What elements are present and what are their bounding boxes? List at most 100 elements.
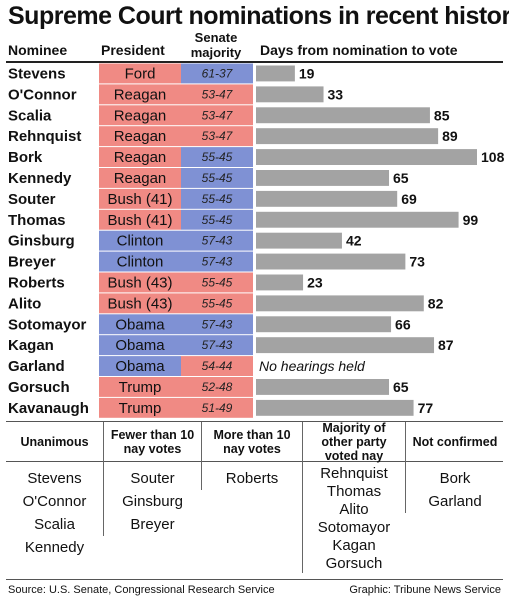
senate-majority-cell (181, 335, 253, 356)
days-value-label: 65 (393, 170, 409, 186)
president-party-cell (99, 397, 181, 418)
president-label: Trump (119, 379, 162, 396)
president-party-cell (99, 335, 181, 356)
category-more-than-10-nay: More than 10 nay votes Roberts (201, 422, 302, 490)
president-label: Reagan (114, 107, 167, 124)
days-value-label: 82 (428, 295, 444, 311)
category-name: O'Connor (22, 493, 87, 510)
nominee-label: Thomas (8, 212, 66, 229)
senate-majority-cell (181, 314, 253, 335)
president-party-cell (99, 168, 181, 188)
categories-header-divider (6, 461, 503, 462)
credit-note: Graphic: Tribune News Service (349, 584, 501, 596)
president-label: Bush (41) (107, 212, 172, 229)
nominee-label: Stevens (8, 65, 66, 82)
senate-majority-label: 55-45 (202, 296, 233, 310)
days-bar (256, 379, 390, 395)
president-label: Reagan (114, 128, 167, 145)
days-value-label: 69 (401, 191, 417, 207)
days-bar (256, 107, 430, 124)
category-other-party-nay: Majority of other party voted nay Rehnqu… (302, 421, 405, 573)
nominee-label: Breyer (8, 254, 56, 271)
category-name: Roberts (225, 470, 279, 487)
category-header: Unanimous (20, 434, 89, 449)
nominee-label: Gorsuch (8, 379, 70, 396)
category-name: Kagan (332, 537, 376, 554)
days-value-label: 66 (395, 316, 411, 332)
nominee-label: Alito (8, 295, 41, 312)
senate-majority-cell (181, 397, 253, 418)
senate-majority-cell (181, 126, 253, 147)
president-label: Bush (43) (107, 295, 172, 312)
days-value-label: 65 (393, 379, 409, 395)
president-label: Obama (115, 337, 165, 354)
senate-majority-cell (181, 272, 253, 293)
header-senate-majority-line2: majority (190, 45, 242, 60)
senate-majority-cell (181, 84, 253, 105)
days-value-label: 23 (307, 274, 323, 290)
nominee-label: Garland (8, 358, 65, 375)
category-name: Ginsburg (122, 493, 183, 510)
president-label: Reagan (114, 86, 167, 103)
president-label: Ford (125, 65, 156, 82)
senate-majority-label: 55-45 (202, 192, 233, 206)
senate-majority-label: 55-45 (202, 171, 233, 185)
senate-majority-label: 55-45 (202, 213, 233, 227)
nominee-label: Souter (8, 191, 56, 208)
category-name: Rehnquist (320, 465, 388, 482)
days-bar (256, 232, 342, 249)
senate-majority-cell (181, 105, 253, 126)
category-name: Stevens (27, 470, 82, 487)
category-name: Souter (130, 470, 175, 487)
category-name: Alito (339, 501, 369, 518)
category-names: Rehnquist Thomas Alito Sotomayor Kagan G… (303, 461, 405, 573)
senate-majority-label: 57-43 (202, 255, 233, 269)
days-value-label: 19 (299, 65, 315, 81)
days-bar (256, 211, 459, 228)
senate-majority-cell (181, 209, 253, 230)
president-label: Clinton (117, 254, 164, 271)
president-label: Obama (115, 358, 165, 375)
president-party-cell (99, 272, 181, 293)
days-value-label: 33 (328, 86, 344, 102)
president-label: Bush (41) (107, 191, 172, 208)
senate-majority-label: 57-43 (202, 338, 233, 352)
days-bar (256, 65, 295, 82)
president-label: Trump (119, 400, 162, 417)
senate-majority-cell (181, 188, 253, 209)
president-party-cell (99, 377, 181, 397)
chart-title: Supreme Court nominations in recent hist… (8, 2, 509, 30)
president-label: Obama (115, 316, 165, 333)
nominee-label: Ginsburg (8, 233, 75, 250)
category-names: Roberts (202, 461, 302, 490)
category-header: More than 10 nay votes (213, 427, 291, 456)
president-party-cell (99, 105, 181, 126)
nomination-table-chart: Stevens Ford 61-37 19 O'Connor Reagan 53-47 33 S… (8, 63, 505, 418)
president-party-cell (99, 188, 181, 209)
category-names: Souter Ginsburg Breyer (104, 461, 201, 536)
days-bar (256, 190, 398, 207)
days-value-label: 87 (438, 337, 454, 353)
nominee-label: Roberts (8, 274, 65, 291)
days-bar (256, 86, 324, 103)
senate-majority-cell (181, 293, 253, 314)
president-label: Reagan (114, 149, 167, 166)
days-value-label: 42 (346, 233, 362, 249)
category-name: Thomas (326, 483, 382, 500)
president-party-cell (99, 230, 181, 251)
category-not-confirmed: Not confirmed Bork Garland (405, 422, 504, 513)
senate-majority-label: 55-45 (202, 150, 233, 164)
categories-top-divider (6, 421, 503, 422)
president-party-cell (99, 147, 181, 167)
senate-majority-cell (181, 356, 253, 376)
header-divider (6, 61, 503, 63)
category-name: Bork (439, 470, 471, 487)
president-party-cell (99, 314, 181, 335)
nominee-label: Bork (8, 149, 43, 166)
days-value-label: 99 (463, 212, 479, 228)
category-name: Breyer (130, 516, 175, 533)
days-bar (256, 337, 435, 354)
senate-majority-label: 51-49 (202, 401, 233, 415)
senate-majority-label: 57-43 (202, 317, 233, 331)
senate-majority-label: 53-47 (202, 129, 234, 143)
